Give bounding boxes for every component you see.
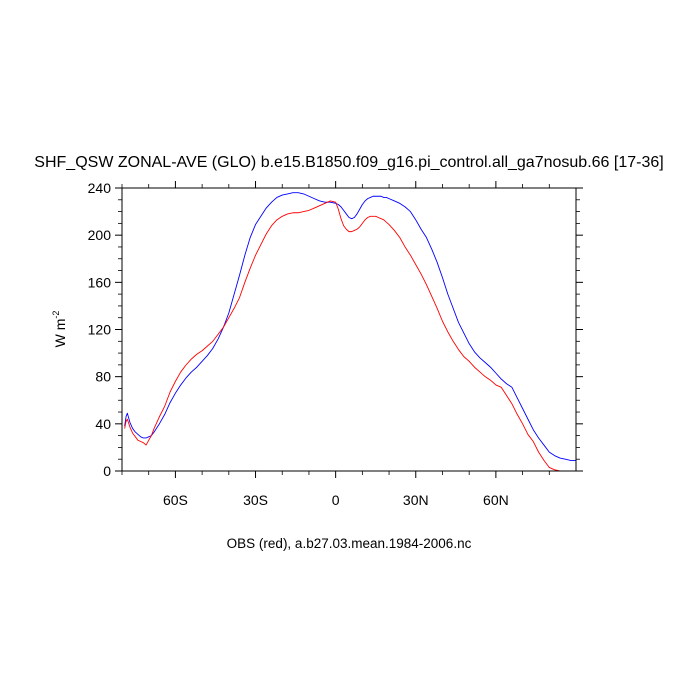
- x-tick-label: 0: [332, 492, 340, 508]
- x-tick-label: 30S: [243, 492, 268, 508]
- y-tick-label: 160: [88, 274, 112, 290]
- y-tick-label: 0: [103, 463, 111, 479]
- x-axis-label: OBS (red), a.b27.03.mean.1984-2006.nc: [227, 536, 472, 551]
- svg-text:W m-2: W m-2: [51, 311, 68, 348]
- chart-title: SHF_QSW ZONAL-AVE (GLO) b.e15.B1850.f09_…: [34, 154, 663, 171]
- y-tick-label: 120: [88, 322, 112, 338]
- y-axis-label-exponent: -2: [51, 311, 61, 319]
- y-tick-label: 80: [95, 369, 111, 385]
- y-tick-label: 40: [95, 416, 111, 432]
- y-tick-label: 240: [88, 180, 112, 196]
- x-tick-label: 60N: [483, 492, 509, 508]
- y-axis-label: W m-2: [51, 311, 68, 348]
- plot-area: 0 40 80 120 160 200 240 60S 30S 0 30N 60N: [88, 180, 583, 508]
- series-line-1: [124, 200, 576, 472]
- y-axis-label-main: W m: [52, 319, 68, 348]
- y-tick-label: 200: [88, 227, 112, 243]
- x-tick-label: 60S: [163, 492, 188, 508]
- x-tick-label: 30N: [403, 492, 429, 508]
- series-line-0: [124, 192, 576, 461]
